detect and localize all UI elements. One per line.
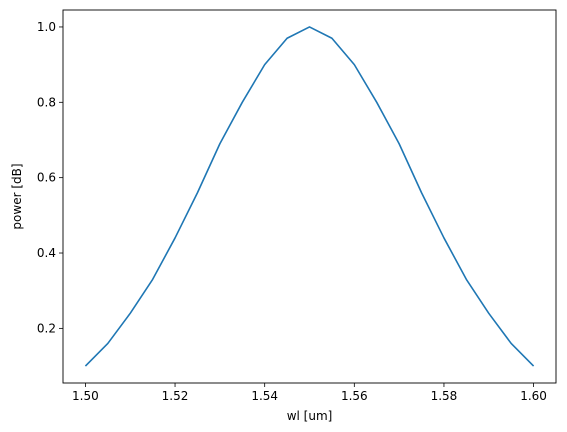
y-axis-ticks: 0.2 0.4 0.6 0.8 1.0 (37, 20, 63, 335)
x-tick-label: 1.56 (341, 389, 368, 403)
y-axis-label: power [dB] (10, 163, 24, 229)
x-tick-label: 1.54 (251, 389, 278, 403)
y-tick-label: 0.6 (37, 171, 56, 185)
y-tick-label: 0.8 (37, 95, 56, 109)
x-tick-label: 1.60 (520, 389, 547, 403)
plot-frame (62, 9, 557, 384)
y-tick-label: 1.0 (37, 20, 56, 34)
x-axis-ticks: 1.50 1.52 1.54 1.56 1.58 1.60 (72, 383, 547, 403)
x-tick-label: 1.50 (72, 389, 99, 403)
series-line-0 (84, 26, 535, 367)
x-axis-label: wl [um] (287, 409, 333, 423)
x-tick-label: 1.52 (162, 389, 189, 403)
x-tick-label: 1.58 (431, 389, 458, 403)
y-tick-label: 0.2 (37, 321, 56, 335)
y-tick-label: 0.4 (37, 246, 56, 260)
plot-area (62, 9, 557, 384)
